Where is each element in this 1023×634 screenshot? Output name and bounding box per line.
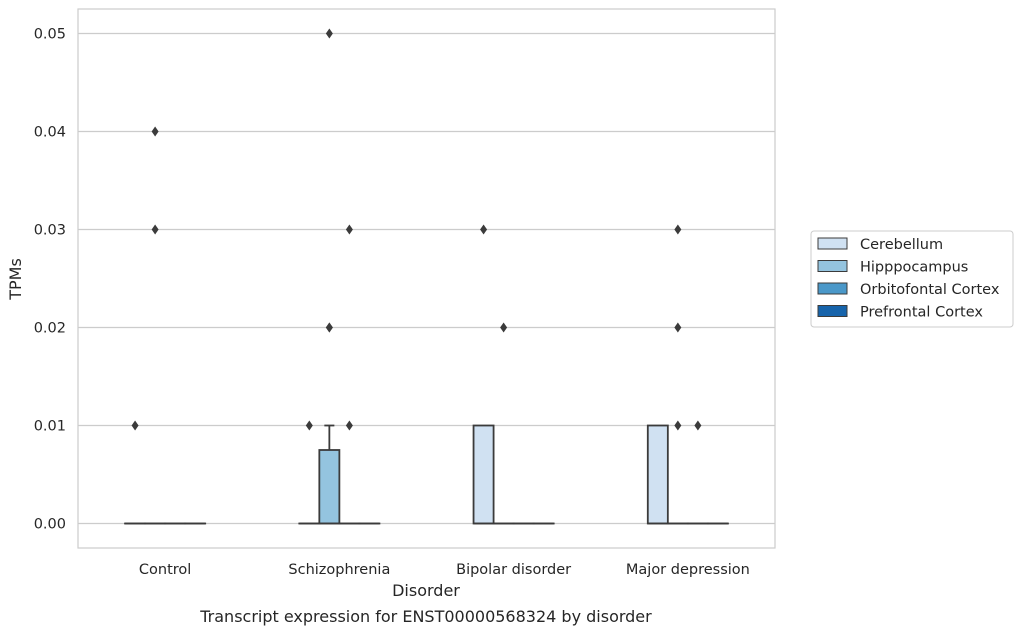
outlier-point (305, 420, 313, 431)
y-tick-label: 0.02 (34, 321, 66, 337)
y-tick-labels: 0.00 0.01 0.02 0.03 0.04 0.05 (34, 27, 66, 533)
gridlines (78, 32, 775, 525)
legend-swatch (817, 237, 848, 250)
plot-area-frame (77, 8, 776, 549)
y-axis-title: TPMs (6, 258, 25, 301)
outlier-point (131, 420, 139, 431)
y-tick-label: 0.00 (34, 517, 66, 533)
outlier-point (674, 322, 682, 333)
box-body (472, 424, 495, 525)
outlier-point (674, 420, 682, 431)
x-tick-label: Major depression (626, 562, 750, 578)
outlier-point (345, 420, 353, 431)
legend-swatch (817, 282, 848, 295)
outlier-points (131, 28, 702, 431)
outlier-point (345, 224, 353, 235)
y-tick-label: 0.04 (34, 125, 66, 141)
outlier-point (500, 322, 508, 333)
x-tick-label: Bipolar disorder (456, 562, 571, 578)
chart-caption: Transcript expression for ENST0000056832… (199, 607, 652, 626)
outlier-point (694, 420, 702, 431)
outlier-point (480, 224, 488, 235)
legend: Cerebellum Hipppocampus Orbitofontal Corte… (810, 230, 1014, 328)
legend-label: Orbitofontal Cortex (860, 282, 1000, 298)
outlier-point (325, 322, 333, 333)
box (646, 424, 669, 525)
legend-items: Cerebellum Hipppocampus Orbitofontal Corte… (817, 237, 1000, 321)
legend-label: Prefrontal Cortex (860, 305, 983, 321)
x-tick-label: Schizophrenia (288, 562, 390, 578)
box (472, 424, 495, 525)
legend-swatch (817, 260, 848, 272)
outlier-point (674, 224, 682, 235)
y-tick-label: 0.05 (34, 27, 66, 43)
box (318, 424, 341, 525)
outlier-point (325, 28, 333, 39)
legend-label: Cerebellum (860, 237, 943, 253)
box-body (318, 449, 341, 525)
legend-frame (810, 230, 1014, 328)
box-series (124, 424, 729, 525)
outlier-point (151, 224, 159, 235)
legend-label: Hipppocampus (860, 260, 968, 276)
box-body (646, 424, 669, 525)
x-axis-title: Disorder (392, 581, 460, 600)
y-tick-label: 0.03 (34, 223, 66, 239)
y-tick-label: 0.01 (34, 419, 66, 435)
outlier-point (151, 126, 159, 137)
legend-swatch (817, 305, 848, 317)
x-tick-labels: Control Schizophrenia Bipolar disorder Majo… (139, 562, 750, 578)
x-tick-label: Control (139, 562, 191, 578)
